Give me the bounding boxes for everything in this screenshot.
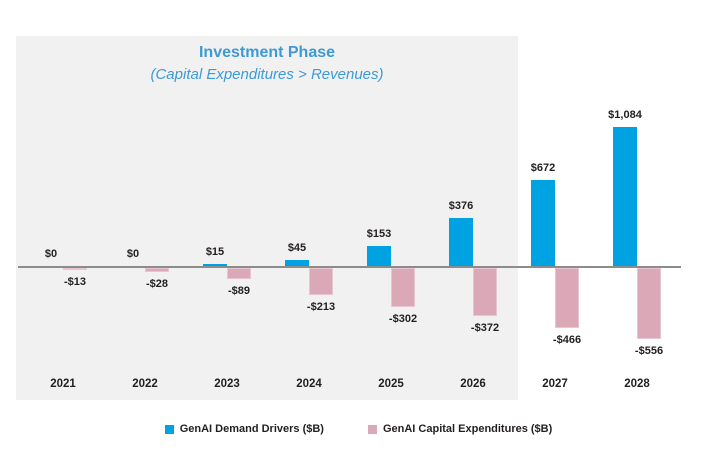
x-tick-2021: 2021	[50, 378, 76, 390]
value-label-demand-2028: $1,084	[608, 109, 642, 121]
x-tick-2024: 2024	[296, 378, 322, 390]
bar-demand-2023	[203, 264, 227, 266]
value-label-demand-2027: $672	[530, 162, 556, 174]
legend-item-demand: GenAI Demand Drivers ($B)	[164, 423, 324, 435]
value-label-capex-2027: -$466	[552, 334, 582, 346]
value-label-capex-2025: -$302	[388, 313, 418, 325]
bar-capex-2028	[637, 268, 661, 339]
investment-phase-highlight-box: Investment Phase (Capital Expenditures >…	[16, 36, 518, 400]
value-label-demand-2021: $0	[44, 248, 58, 260]
value-label-capex-2026: -$372	[470, 322, 500, 334]
x-tick-2022: 2022	[132, 378, 158, 390]
chart-title: Investment Phase	[198, 44, 336, 61]
bar-demand-2028	[613, 127, 637, 266]
value-label-demand-2023: $15	[205, 246, 225, 258]
value-label-capex-2023: -$89	[227, 285, 251, 297]
legend-swatch-capex	[367, 424, 377, 434]
legend-item-capex: GenAI Capital Expenditures ($B)	[367, 423, 553, 435]
value-label-capex-2028: -$556	[634, 345, 664, 357]
bar-capex-2021	[63, 268, 87, 270]
bar-demand-2025	[367, 246, 391, 266]
bar-demand-2027	[531, 180, 555, 266]
bar-capex-2023	[227, 268, 251, 279]
chart-subtitle: (Capital Expenditures > Revenues)	[150, 66, 384, 83]
zero-axis-line	[18, 266, 681, 268]
bar-capex-2027	[555, 268, 579, 328]
legend-label-demand: GenAI Demand Drivers ($B)	[179, 423, 324, 435]
bar-capex-2024	[309, 268, 333, 295]
bar-capex-2022	[145, 268, 169, 272]
bar-demand-2026	[449, 218, 473, 266]
x-tick-2026: 2026	[460, 378, 486, 390]
value-label-demand-2022: $0	[126, 248, 140, 260]
value-label-capex-2021: -$13	[63, 276, 87, 288]
x-tick-2025: 2025	[378, 378, 404, 390]
value-label-demand-2025: $153	[366, 228, 392, 240]
value-label-demand-2024: $45	[287, 242, 307, 254]
value-label-capex-2022: -$28	[145, 278, 169, 290]
bar-demand-2024	[285, 260, 309, 266]
x-tick-2028: 2028	[624, 378, 650, 390]
value-label-demand-2026: $376	[448, 200, 474, 212]
legend-swatch-demand	[164, 424, 174, 434]
bar-capex-2026	[473, 268, 497, 316]
x-tick-2023: 2023	[214, 378, 240, 390]
chart-legend: GenAI Demand Drivers ($B) GenAI Capital …	[0, 423, 717, 435]
legend-label-capex: GenAI Capital Expenditures ($B)	[382, 423, 553, 435]
bar-capex-2025	[391, 268, 415, 307]
x-tick-2027: 2027	[542, 378, 568, 390]
value-label-capex-2024: -$213	[306, 301, 336, 313]
